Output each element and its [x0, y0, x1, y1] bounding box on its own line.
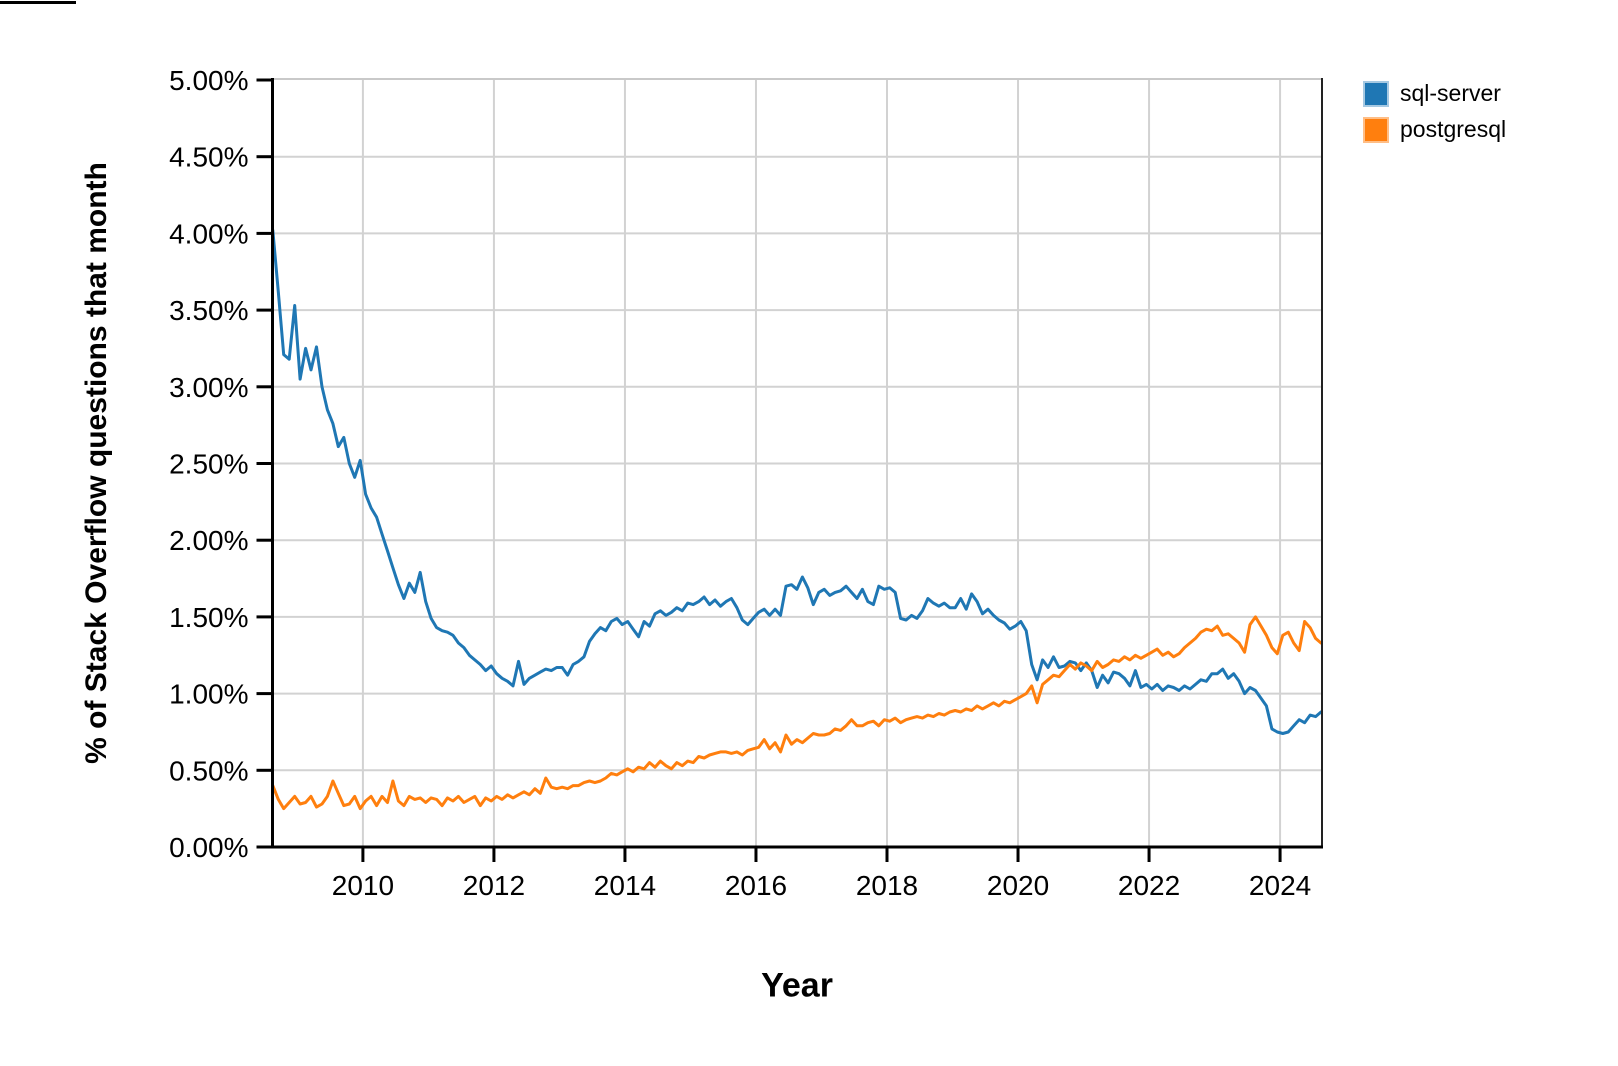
legend-swatch-postgresql-icon	[1363, 116, 1389, 143]
y-tick-label: 1.50%	[169, 602, 248, 633]
legend-label-postgresql: postgresql	[1400, 116, 1507, 142]
y-tick-label: 4.50%	[169, 142, 248, 173]
y-tick-label: 4.00%	[169, 218, 248, 249]
y-tick-label: 3.50%	[169, 295, 248, 326]
x-tick-label: 2012	[463, 870, 525, 901]
x-tick-label: 2020	[987, 870, 1049, 901]
y-tick-label: 2.50%	[169, 449, 248, 480]
series-line-postgresql	[271, 615, 1323, 811]
y-tick-label: 1.00%	[169, 679, 248, 710]
x-tick-label: 2014	[594, 870, 656, 901]
x-tick-label: 2016	[725, 870, 787, 901]
x-axis-title: Year	[761, 966, 833, 1005]
grid-lines	[272, 80, 1322, 847]
y-tick-label: 2.00%	[169, 525, 248, 556]
y-tick-label: 3.00%	[169, 372, 248, 403]
series-lines	[271, 228, 1323, 811]
axis-tick-labels: 0.00% 0.50% 1.00% 1.50% 2.00% 2.50% 3.00% 3.50%…	[169, 65, 1311, 901]
y-axis-title: % of Stack Overflow questions that month	[80, 162, 113, 764]
top-edge-artifact-line	[0, 1, 76, 4]
y-tick-label: 5.00%	[169, 65, 248, 96]
legend-item-sql-server: sql-server	[1363, 80, 1506, 107]
x-tick-label: 2010	[332, 870, 394, 901]
series-line-sql-server	[271, 228, 1323, 735]
y-tick-label: 0.50%	[169, 755, 248, 786]
x-tick-label: 2024	[1249, 870, 1311, 901]
legend-item-postgresql: postgresql	[1363, 116, 1507, 143]
legend: sql-server postgresql	[1363, 80, 1507, 153]
y-tick-label: 0.00%	[169, 832, 248, 863]
x-tick-label: 2022	[1118, 870, 1180, 901]
axis-ticks	[256, 78, 1282, 862]
legend-label-sql-server: sql-server	[1400, 80, 1501, 106]
x-tick-label: 2018	[856, 870, 918, 901]
legend-swatch-sql-server-icon	[1363, 80, 1389, 107]
